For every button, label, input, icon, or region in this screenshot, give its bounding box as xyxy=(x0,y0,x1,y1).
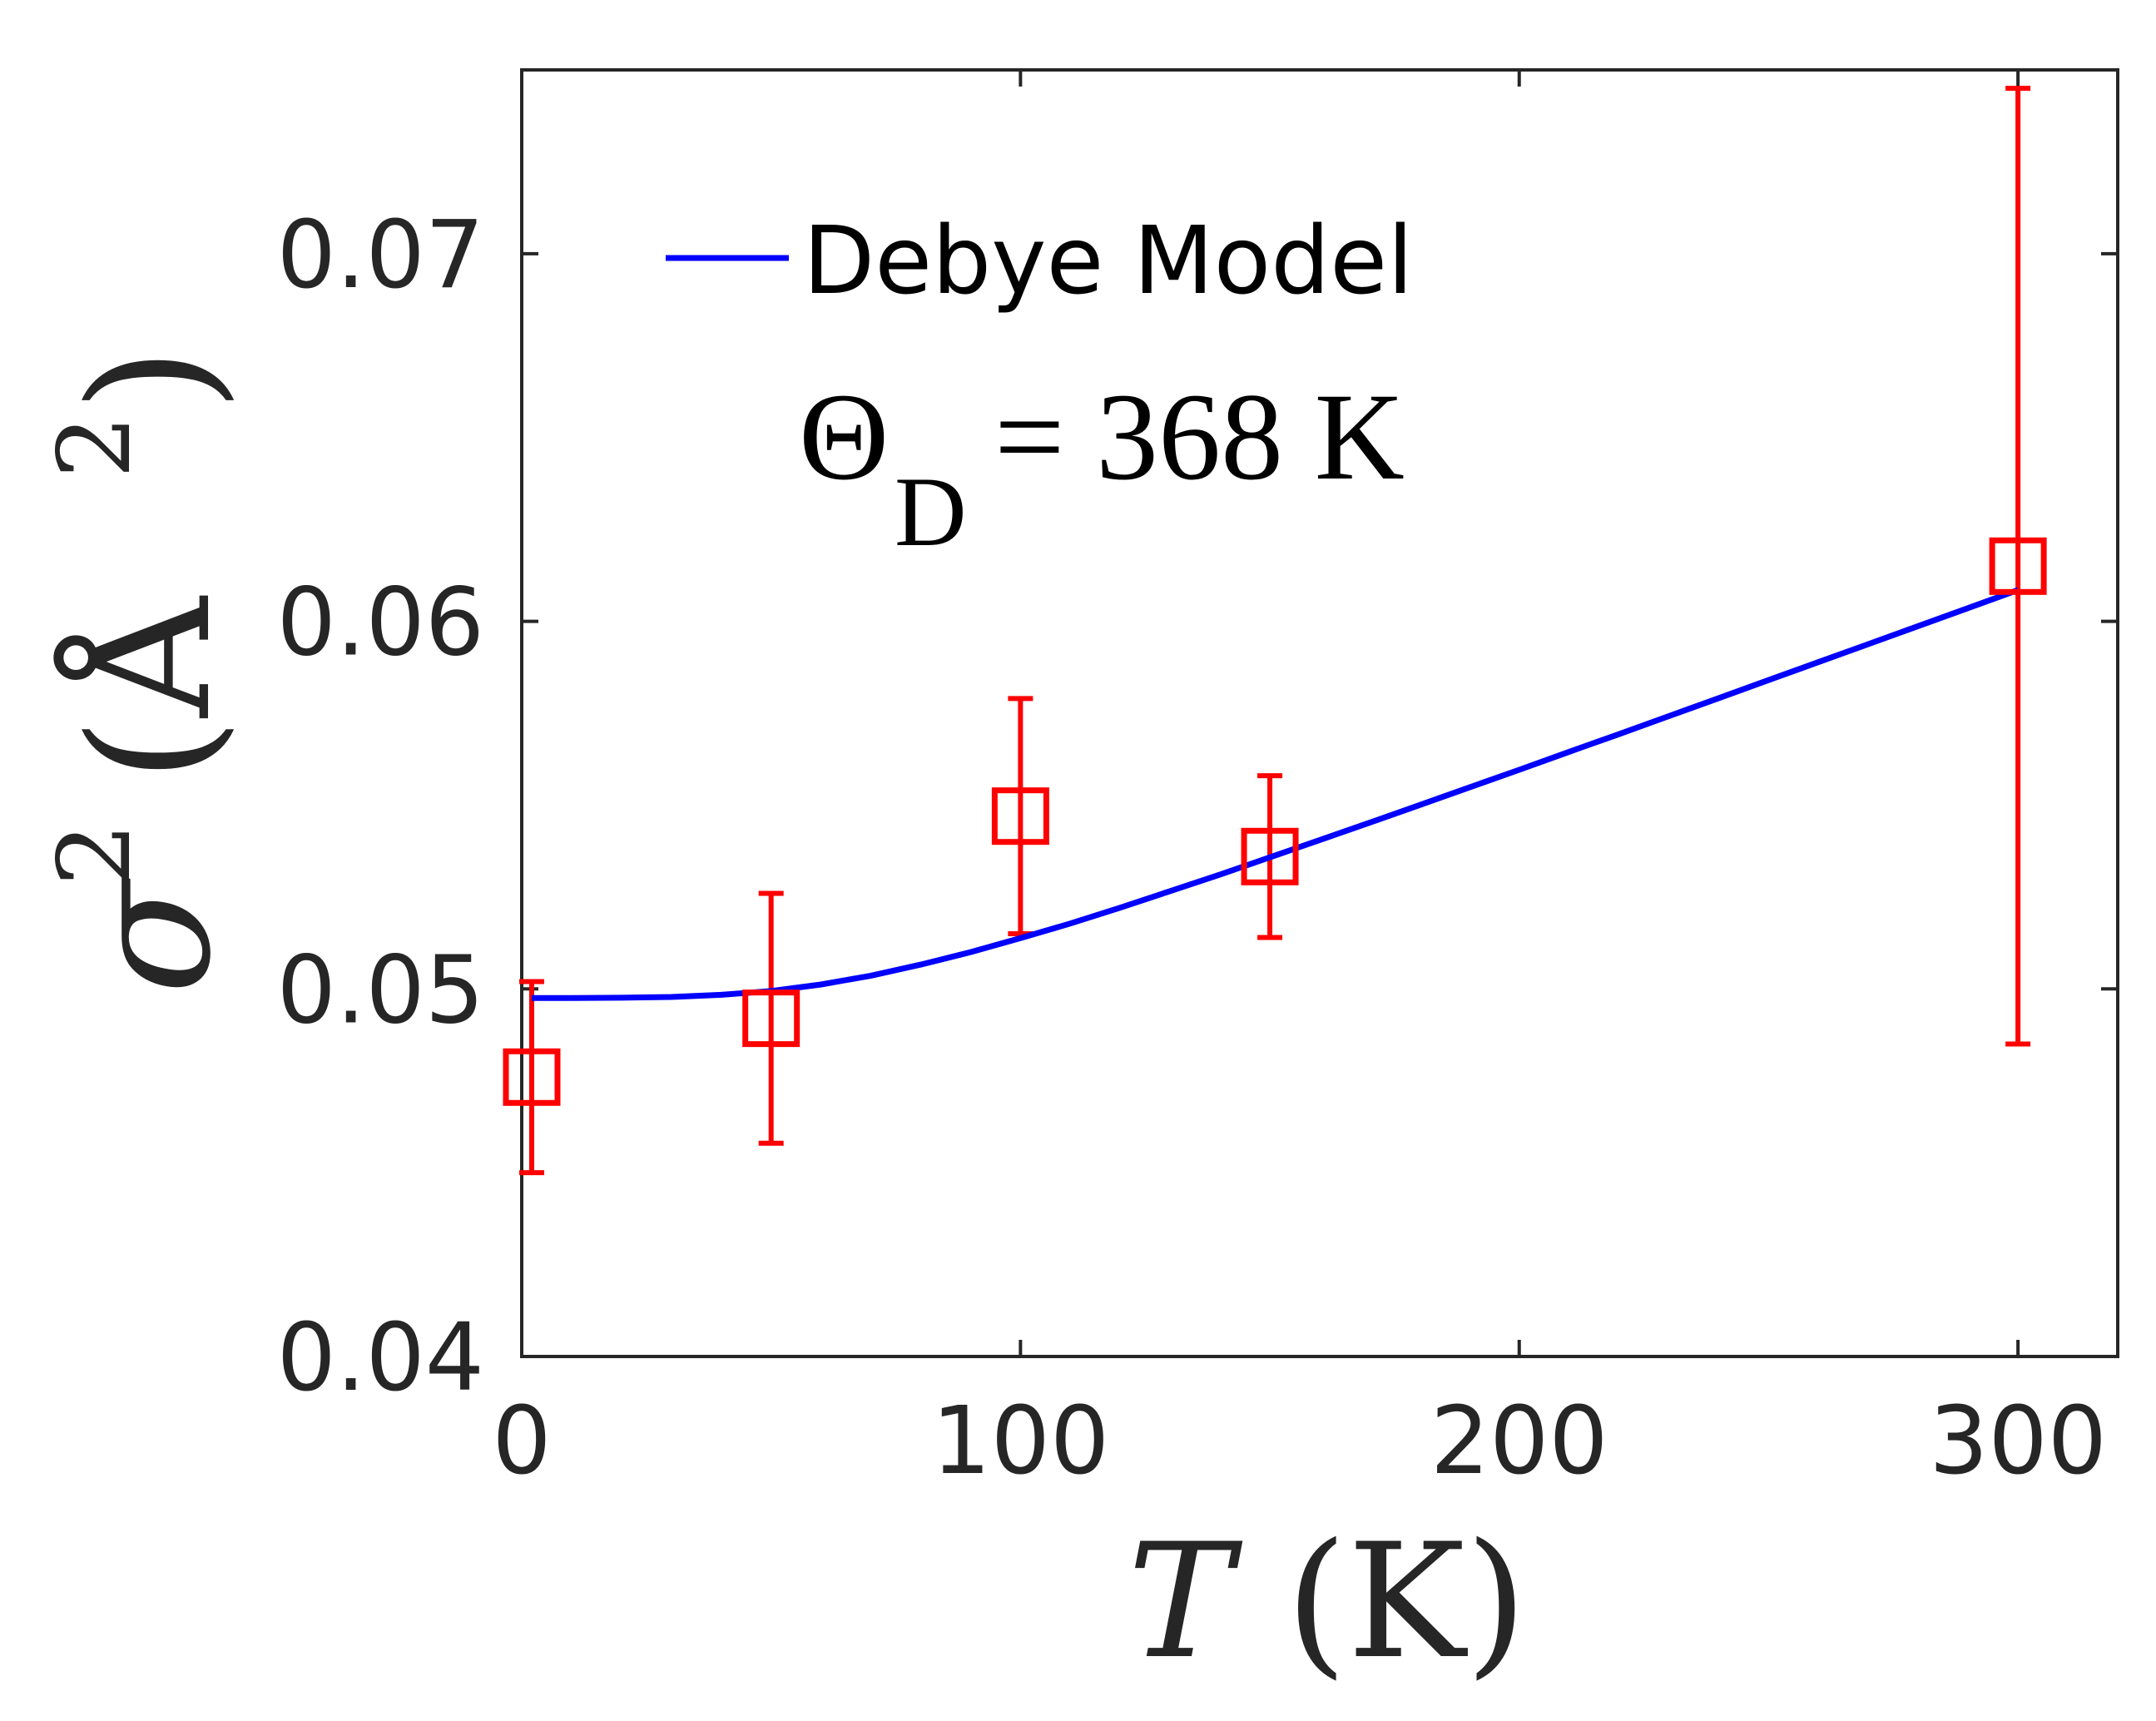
data-point-marker xyxy=(503,1048,561,1106)
x-axis-label: T (K) xyxy=(1128,1510,1527,1694)
data-point-marker xyxy=(742,989,800,1048)
y-axis-label-unit-exponent: 2 xyxy=(37,415,153,479)
y-tick-label: 0.05 xyxy=(277,936,484,1044)
legend: Debye Model xyxy=(666,207,1413,315)
y-tick-label: 0.06 xyxy=(277,569,484,677)
x-axis-ticks: 0 100 200 300 xyxy=(492,70,2107,1495)
legend-entry-debye-model: Debye Model xyxy=(803,207,1413,315)
theta-subscript: D xyxy=(895,456,967,567)
data-point-marker xyxy=(1241,827,1299,885)
theta-value: = 368 K xyxy=(994,368,1405,506)
x-tick-label: 0 xyxy=(492,1387,551,1495)
data-markers xyxy=(503,537,2047,1106)
x-tick-label: 200 xyxy=(1430,1387,1608,1495)
data-point-marker xyxy=(1989,537,2047,595)
y-axis-ticks: 0.04 0.05 0.06 0.07 xyxy=(277,201,2118,1412)
y-tick-label: 0.07 xyxy=(277,201,484,310)
error-bars xyxy=(518,86,2031,1176)
y-axis-label-symbol: σ xyxy=(54,876,248,994)
x-axis-label-unit: (K) xyxy=(1286,1510,1527,1694)
theta-symbol: Θ xyxy=(799,368,889,506)
x-tick-label: 100 xyxy=(931,1387,1109,1495)
theta-annotation: Θ D = 368 K xyxy=(799,368,1405,567)
y-axis-label-unit: (Å xyxy=(52,595,248,782)
y-axis-label-exponent: 2 xyxy=(37,823,153,886)
plot-frame xyxy=(520,68,2119,1358)
data-point-marker xyxy=(991,787,1049,846)
x-axis-label-symbol: T xyxy=(1128,1510,1243,1694)
y-tick-label: 0.04 xyxy=(277,1304,484,1412)
y-axis-label: σ 2 (Å 2 ) xyxy=(37,347,248,994)
y-axis-label-close: ) xyxy=(54,347,248,412)
x-tick-label: 300 xyxy=(1929,1387,2107,1495)
